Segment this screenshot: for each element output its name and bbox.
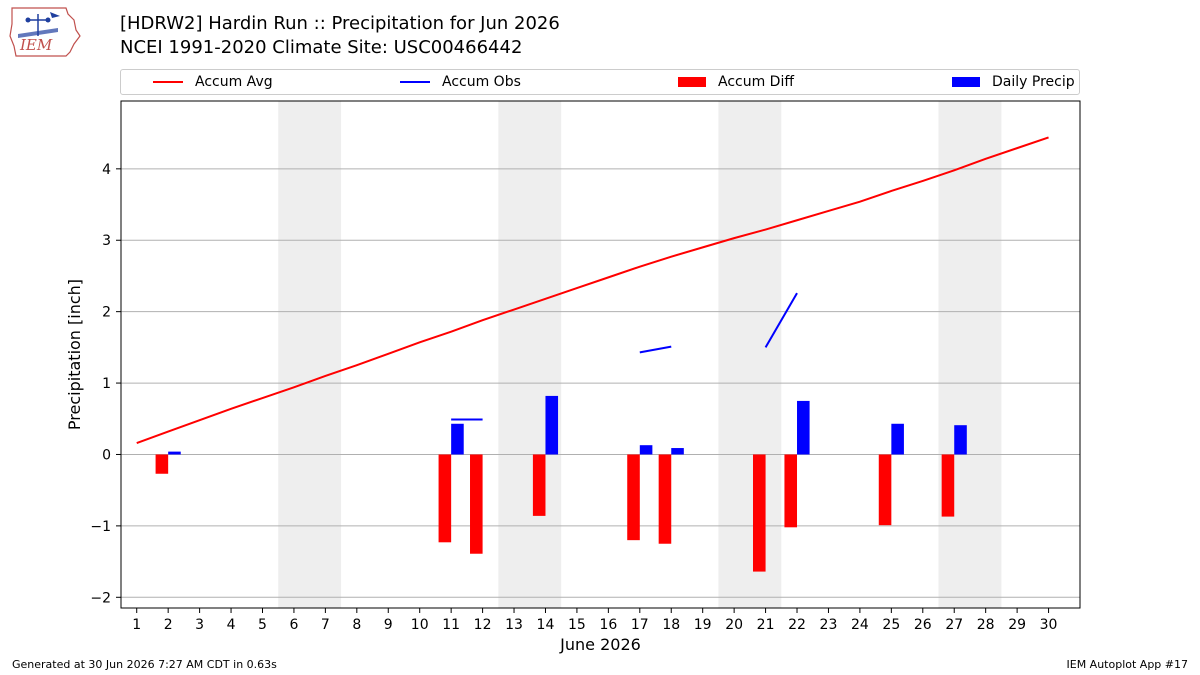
legend-swatch-accum-obs <box>400 81 430 83</box>
legend-label-accum-obs: Accum Obs <box>442 74 521 90</box>
x-tick-label: 11 <box>442 617 460 633</box>
logo-text: IEM <box>19 36 53 54</box>
x-tick-label: 21 <box>757 617 775 633</box>
daily-precip-bar <box>954 425 967 455</box>
daily-precip-bar <box>639 445 653 455</box>
accum-diff-bar <box>784 454 798 528</box>
y-tick-label: 1 <box>102 376 111 392</box>
x-tick-label: 4 <box>227 617 236 633</box>
legend-label-accum-avg: Accum Avg <box>195 74 273 90</box>
iem-logo: IEM <box>9 7 81 57</box>
x-tick-label: 27 <box>945 617 963 633</box>
accum-diff-bar <box>878 454 892 526</box>
x-tick-label: 29 <box>1008 617 1026 633</box>
weekend-shading <box>278 101 1002 608</box>
accum-diff-bar <box>470 454 483 554</box>
accum-diff-bar <box>155 454 169 474</box>
legend-label-accum-diff: Accum Diff <box>718 74 795 90</box>
y-tick-label: −2 <box>90 590 111 606</box>
legend-entry-accum-diff: Accum Diff <box>678 70 794 94</box>
x-tick-label: 16 <box>599 617 617 633</box>
x-tick-label: 8 <box>352 617 361 633</box>
legend-swatch-accum-avg <box>153 81 183 83</box>
generated-footer: Generated at 30 Jun 2026 7:27 AM CDT in … <box>12 658 277 671</box>
y-tick-label: −1 <box>90 519 111 535</box>
accum-obs-line <box>639 345 672 354</box>
y-tick-label: 0 <box>102 447 111 463</box>
x-tick-label: 2 <box>164 617 173 633</box>
x-tick-label: 3 <box>195 617 204 633</box>
series-lines <box>136 136 1049 444</box>
daily-precip-bar <box>545 395 559 455</box>
app-footer: IEM Autoplot App #17 <box>1066 658 1189 671</box>
accum-avg-line <box>136 136 1049 444</box>
legend-swatch-accum-diff <box>678 77 706 87</box>
x-tick-label: 22 <box>788 617 806 633</box>
weekend-band <box>278 101 342 608</box>
x-tick-label: 28 <box>977 617 995 633</box>
weather-station-icon <box>18 12 60 38</box>
weekend-band <box>938 101 1002 608</box>
x-tick-label: 1 <box>132 617 141 633</box>
x-tick-label: 5 <box>258 617 267 633</box>
weekend-band <box>498 101 562 608</box>
x-tick-label: 20 <box>725 617 743 633</box>
y-axis-label: Precipitation [inch] <box>65 279 84 430</box>
plot-frame <box>120 100 1081 609</box>
x-tick-label: 14 <box>537 617 555 633</box>
daily-precip-bar <box>451 423 464 455</box>
weekend-band <box>718 101 782 608</box>
x-tick-label: 9 <box>384 617 393 633</box>
gridlines <box>121 168 1080 598</box>
x-tick-label: 6 <box>289 617 298 633</box>
x-tick-label: 18 <box>662 617 680 633</box>
daily-precip-bar <box>891 423 904 455</box>
x-tick-label: 25 <box>882 617 900 633</box>
x-tick-label: 17 <box>631 617 649 633</box>
accum-diff-bar <box>627 454 640 541</box>
x-tick-label: 24 <box>851 617 869 633</box>
x-tick-label: 10 <box>411 617 429 633</box>
y-tick-label: 4 <box>102 162 111 178</box>
daily-precip-bar <box>797 400 810 455</box>
x-tick-label: 30 <box>1040 617 1058 633</box>
bars <box>155 395 967 572</box>
legend-entry-accum-obs: Accum Obs <box>400 70 521 94</box>
legend-entry-daily-precip: Daily Precip <box>952 70 1075 94</box>
daily-precip-bar <box>671 448 684 455</box>
x-tick-label: 23 <box>820 617 838 633</box>
chart-subtitle: NCEI 1991-2020 Climate Site: USC00466442 <box>120 37 523 58</box>
y-tick-label: 3 <box>102 233 111 249</box>
legend-entry-accum-avg: Accum Avg <box>153 70 273 94</box>
chart-legend: Accum Avg Accum Obs Accum Diff Daily Pre… <box>120 69 1080 95</box>
x-tick-label: 19 <box>694 617 712 633</box>
accum-diff-bar <box>658 454 672 544</box>
x-tick-label: 15 <box>568 617 586 633</box>
x-tick-label: 26 <box>914 617 932 633</box>
x-tick-label: 7 <box>321 617 330 633</box>
accum-diff-bar <box>752 454 766 572</box>
y-tick-label: 2 <box>102 305 111 321</box>
daily-precip-bar <box>168 451 181 455</box>
accum-obs-line <box>764 292 798 348</box>
chart-title: [HDRW2] Hardin Run :: Precipitation for … <box>120 13 560 34</box>
accum-diff-bar <box>438 454 452 543</box>
accum-diff-bar <box>941 454 955 517</box>
x-tick-label: 12 <box>474 617 492 633</box>
legend-label-daily-precip: Daily Precip <box>992 74 1075 90</box>
x-tick-label: 13 <box>505 617 523 633</box>
legend-swatch-daily-precip <box>952 77 980 87</box>
x-axis-label: June 2026 <box>559 635 641 654</box>
accum-diff-bar <box>532 454 546 516</box>
